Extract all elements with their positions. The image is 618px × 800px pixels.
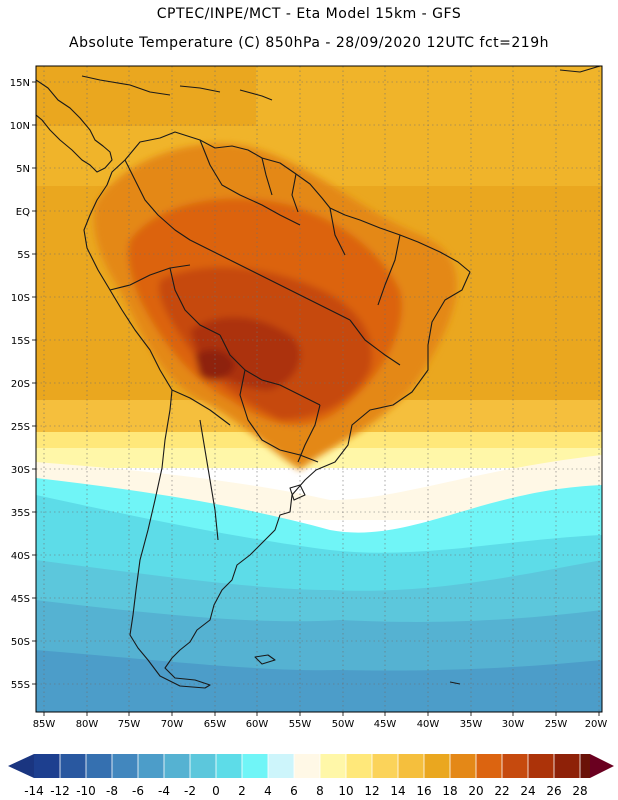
lon-label: 85W <box>33 719 56 730</box>
lat-label: 55S <box>11 680 30 691</box>
colorbar-swatch <box>372 754 398 778</box>
colorbar-label: 4 <box>264 784 272 798</box>
lon-label: 35W <box>460 719 483 730</box>
colorbar-label: 26 <box>546 784 561 798</box>
colorbar-label: 16 <box>416 784 431 798</box>
colorbar-label: -14 <box>24 784 44 798</box>
lon-label: 65W <box>204 719 227 730</box>
colorbar-swatch <box>450 754 476 778</box>
map-subtitle: Absolute Temperature (C) 850hPa - 28/09/… <box>69 35 549 51</box>
lon-label: 50W <box>332 719 355 730</box>
lon-label: 40W <box>417 719 440 730</box>
coastlines <box>36 66 601 689</box>
map-title: CPTEC/INPE/MCT - Eta Model 15km - GFS <box>156 6 462 22</box>
colorbar-swatch <box>164 754 190 778</box>
colorbar-swatch <box>502 754 528 778</box>
lat-label: 15N <box>10 78 30 89</box>
colorbar-swatch <box>294 754 320 778</box>
colorbar-label: 2 <box>238 784 246 798</box>
colorbar-swatch <box>216 754 242 778</box>
colorbar-high-arrow <box>590 754 614 778</box>
colorbar-swatch <box>138 754 164 778</box>
longitude-labels: 85W 80W 75W 70W 65W 60W 55W 50W 45W 40W … <box>33 719 608 730</box>
colorbar-swatch <box>320 754 346 778</box>
lat-label: 5S <box>17 250 30 261</box>
lon-label: 20W <box>585 719 608 730</box>
lon-label: 75W <box>118 719 141 730</box>
map-frame <box>35 65 603 713</box>
temperature-field <box>36 66 602 712</box>
colorbar-swatch <box>554 754 580 778</box>
lat-label: 30S <box>11 465 30 476</box>
lat-label: 45S <box>11 594 30 605</box>
colorbar-label: 10 <box>338 784 353 798</box>
colorbar-swatch <box>268 754 294 778</box>
colorbar-swatch <box>34 754 60 778</box>
colorbar-label: 18 <box>442 784 457 798</box>
colorbar-label: 28 <box>572 784 587 798</box>
colorbar-swatch <box>190 754 216 778</box>
colorbar-swatch <box>60 754 86 778</box>
colorbar-labels: -14 -12 -10 -8 -6 -4 -2 0 2 4 6 8 10 12 … <box>24 784 587 798</box>
colorbar-swatch <box>398 754 424 778</box>
colorbar-label: 24 <box>520 784 535 798</box>
colorbar-swatch <box>242 754 268 778</box>
colorbar-swatch <box>424 754 450 778</box>
colorbar-swatch <box>112 754 138 778</box>
colorbar-label: 6 <box>290 784 298 798</box>
lon-label: 55W <box>289 719 312 730</box>
colorbar-swatch <box>476 754 502 778</box>
colorbar-low-arrow <box>8 754 34 778</box>
lon-label: 60W <box>246 719 269 730</box>
colorbar-label: 20 <box>468 784 483 798</box>
lat-label: 10N <box>10 121 30 132</box>
colorbar-label: 14 <box>390 784 405 798</box>
lat-label: 35S <box>11 508 30 519</box>
colorbar-label: 8 <box>316 784 324 798</box>
lon-label: 70W <box>161 719 184 730</box>
lat-label: 40S <box>11 551 30 562</box>
colorbar-separators <box>59 754 581 778</box>
colorbar-label: -2 <box>184 784 196 798</box>
colorbar-label: -10 <box>76 784 96 798</box>
colorbar-swatch <box>86 754 112 778</box>
colorbar-label: -6 <box>132 784 144 798</box>
lat-label: EQ <box>16 207 30 218</box>
axis-ticks <box>32 81 600 716</box>
colorbar: -14 -12 -10 -8 -6 -4 -2 0 2 4 6 8 10 12 … <box>8 754 614 798</box>
colorbar-swatch <box>528 754 554 778</box>
colorbar-label: 12 <box>364 784 379 798</box>
colorbar-swatch <box>580 754 590 778</box>
lat-label: 5N <box>16 164 30 175</box>
lon-label: 30W <box>502 719 525 730</box>
colorbar-label: 0 <box>212 784 220 798</box>
lon-label: 25W <box>545 719 568 730</box>
lat-label: 10S <box>11 293 30 304</box>
colorbar-label: 22 <box>494 784 509 798</box>
colorbar-label: -4 <box>158 784 170 798</box>
lon-label: 80W <box>76 719 99 730</box>
colorbar-label: -8 <box>106 784 118 798</box>
lat-label: 15S <box>11 336 30 347</box>
lat-label: 25S <box>11 422 30 433</box>
lat-label: 50S <box>11 637 30 648</box>
colorbar-label: -12 <box>50 784 70 798</box>
colorbar-swatch <box>346 754 372 778</box>
lat-label: 20S <box>11 379 30 390</box>
latitude-labels: 15N 10N 5N EQ 5S 10S 15S 20S 25S 30S 35S… <box>10 78 30 691</box>
lon-label: 45W <box>374 719 397 730</box>
